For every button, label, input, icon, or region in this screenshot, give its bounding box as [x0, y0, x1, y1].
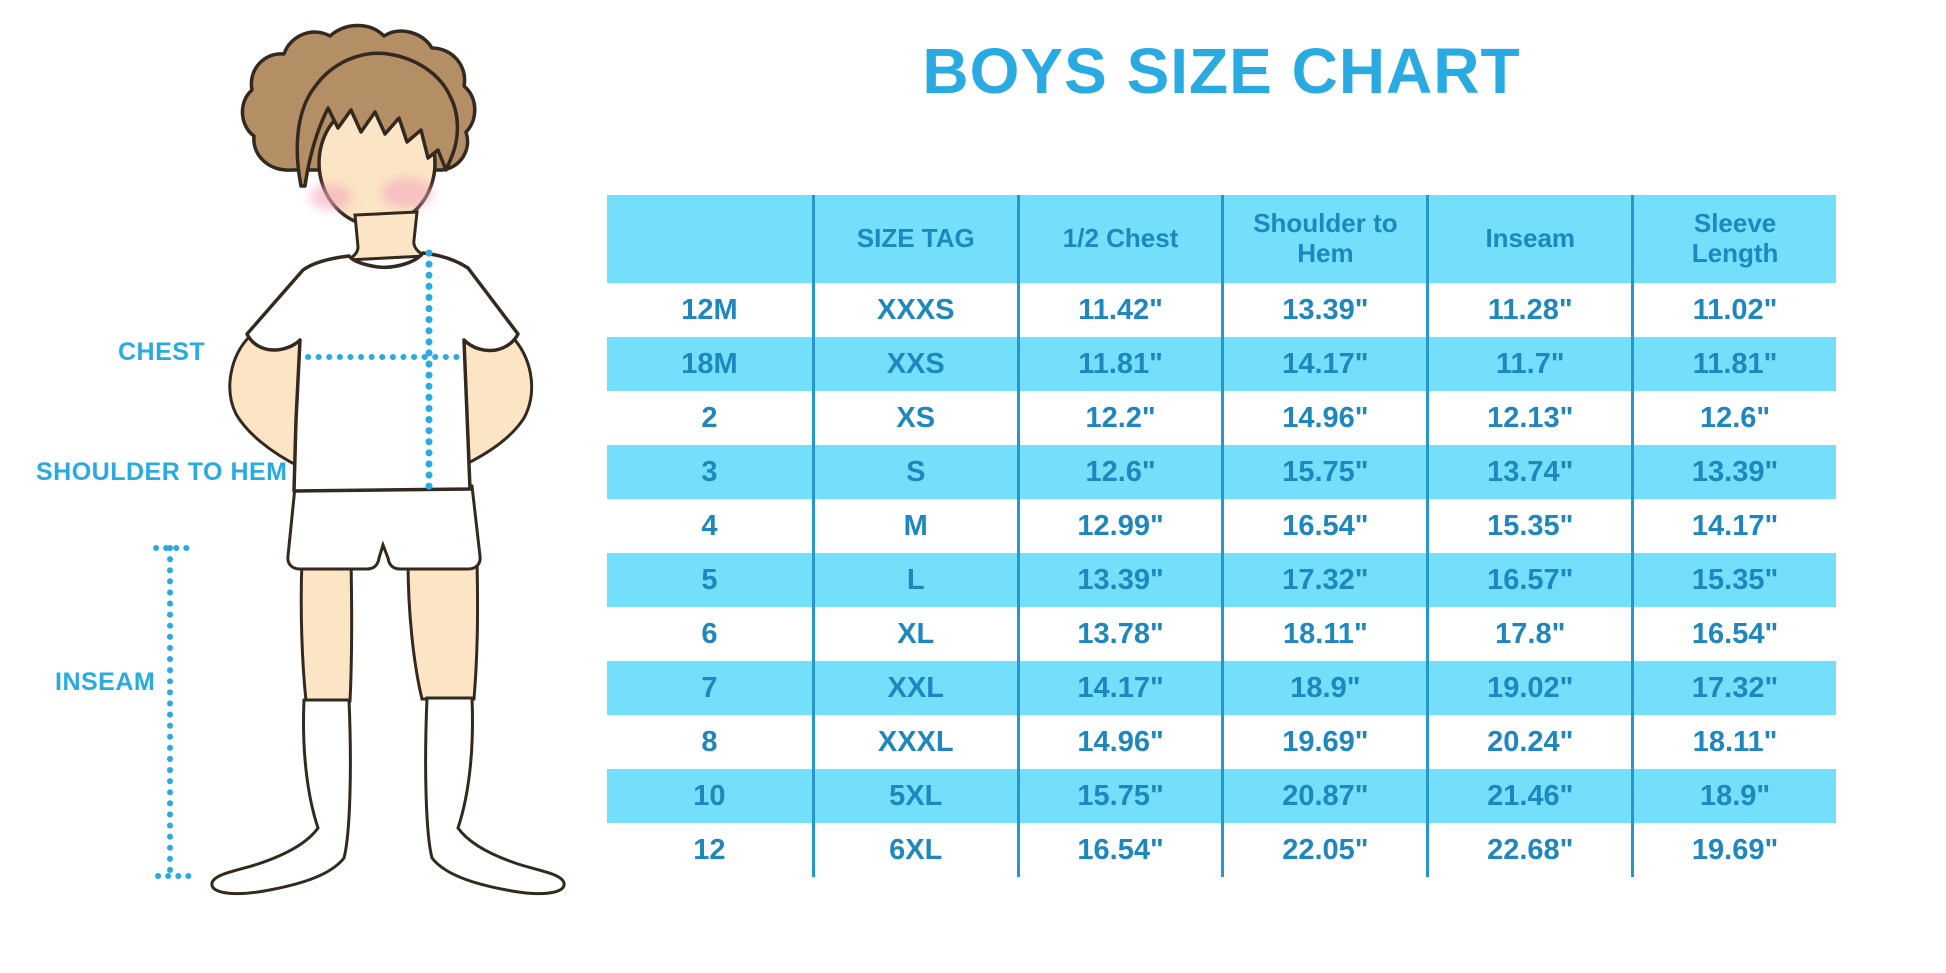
table-cell: 11.28": [1426, 283, 1632, 337]
table-cell: 20.87": [1221, 769, 1427, 823]
table-cell: M: [811, 499, 1017, 553]
table-cell: 13.39": [1631, 445, 1836, 499]
table-cell: 12.6": [1016, 445, 1222, 499]
table-cell: 22.68": [1426, 823, 1632, 877]
header-cell: Shoulder to Hem: [1221, 195, 1427, 283]
table-cell: 8: [607, 715, 812, 769]
table-cell: 11.81": [1631, 337, 1836, 391]
table-cell: 16.54": [1221, 499, 1427, 553]
table-cell: 13.39": [1016, 553, 1222, 607]
table-cell: 12.2": [1016, 391, 1222, 445]
shorts-shape: [286, 484, 482, 571]
table-cell: 21.46": [1426, 769, 1632, 823]
shoulder-to-hem-label: SHOULDER TO HEM: [36, 458, 288, 486]
table-cell: XXS: [811, 337, 1017, 391]
header-cell: Inseam: [1426, 195, 1632, 283]
inseam-label: INSEAM: [55, 668, 156, 696]
table-cell: 5XL: [811, 769, 1017, 823]
header-cell: Sleeve Length: [1631, 195, 1836, 283]
page-title: BOYS SIZE CHART: [922, 35, 1521, 107]
table-cell: 11.81": [1016, 337, 1222, 391]
table-cell: 14.17": [1016, 661, 1222, 715]
table-cell: 17.32": [1631, 661, 1836, 715]
chest-label: CHEST: [118, 338, 206, 366]
header-cell: 1/2 Chest: [1016, 195, 1222, 283]
table-cell: 15.35": [1426, 499, 1632, 553]
table-cell: 15.75": [1016, 769, 1222, 823]
table-cell: 11.02": [1631, 283, 1836, 337]
table-cell: 16.54": [1016, 823, 1222, 877]
table-cell: 14.17": [1631, 499, 1836, 553]
table-cell: 22.05": [1221, 823, 1427, 877]
header-cell: SIZE TAG: [811, 195, 1017, 283]
table-cell: 11.7": [1426, 337, 1632, 391]
table-cell: 5: [607, 553, 812, 607]
table-cell: XXXL: [811, 715, 1017, 769]
right-sock-shape: [424, 696, 566, 896]
table-cell: 16.54": [1631, 607, 1836, 661]
table-cell: 17.32": [1221, 553, 1427, 607]
table-cell: 17.8": [1426, 607, 1632, 661]
table-cell: 18.9": [1221, 661, 1427, 715]
table-cell: 12.13": [1426, 391, 1632, 445]
table-cell: 18.11": [1221, 607, 1427, 661]
table-cell: 4: [607, 499, 812, 553]
right-leg-shape: [406, 558, 480, 701]
table-cell: 14.17": [1221, 337, 1427, 391]
table-cell: 13.78": [1016, 607, 1222, 661]
table-cell: 12M: [607, 283, 812, 337]
table-cell: 3: [607, 445, 812, 499]
table-cell: 19.02": [1426, 661, 1632, 715]
table-cell: 2: [607, 391, 812, 445]
table-cell: 7: [607, 661, 812, 715]
table-cell: 14.96": [1016, 715, 1222, 769]
table-cell: 12.99": [1016, 499, 1222, 553]
left-cheek: [310, 184, 352, 210]
table-cell: 18M: [607, 337, 812, 391]
size-table: SIZE TAG 1/2 Chest Shoulder to Hem Inseam Sl…: [607, 195, 1836, 877]
table-cell: 18.11": [1631, 715, 1836, 769]
tshirt-shape: [245, 251, 520, 493]
table-cell: L: [811, 553, 1017, 607]
right-cheek: [381, 178, 433, 208]
table-cell: XL: [811, 607, 1017, 661]
table-cell: 6: [607, 607, 812, 661]
table-cell: 19.69": [1631, 823, 1836, 877]
table-cell: 16.57": [1426, 553, 1632, 607]
table-cell: S: [811, 445, 1017, 499]
table-cell: XS: [811, 391, 1017, 445]
table-cell: 13.39": [1221, 283, 1427, 337]
table-cell: 12: [607, 823, 812, 877]
table-cell: 18.9": [1631, 769, 1836, 823]
table-cell: 20.24": [1426, 715, 1632, 769]
boy-illustration: [153, 23, 566, 896]
table-cell: XXXS: [811, 283, 1017, 337]
table-cell: 10: [607, 769, 812, 823]
table-cell: 15.75": [1221, 445, 1427, 499]
table-cell: 19.69": [1221, 715, 1427, 769]
header-cell: [607, 195, 812, 283]
table-cell: 6XL: [811, 823, 1017, 877]
table-cell: 12.6": [1631, 391, 1836, 445]
table-cell: 14.96": [1221, 391, 1427, 445]
table-cell: 11.42": [1016, 283, 1222, 337]
left-leg-shape: [299, 558, 354, 703]
table-cell: 15.35": [1631, 553, 1836, 607]
left-sock-shape: [210, 698, 352, 896]
neck-shape: [346, 210, 431, 262]
table-cell: XXL: [811, 661, 1017, 715]
table-cell: 13.74": [1426, 445, 1632, 499]
hair-fringe-shape: [295, 51, 460, 188]
